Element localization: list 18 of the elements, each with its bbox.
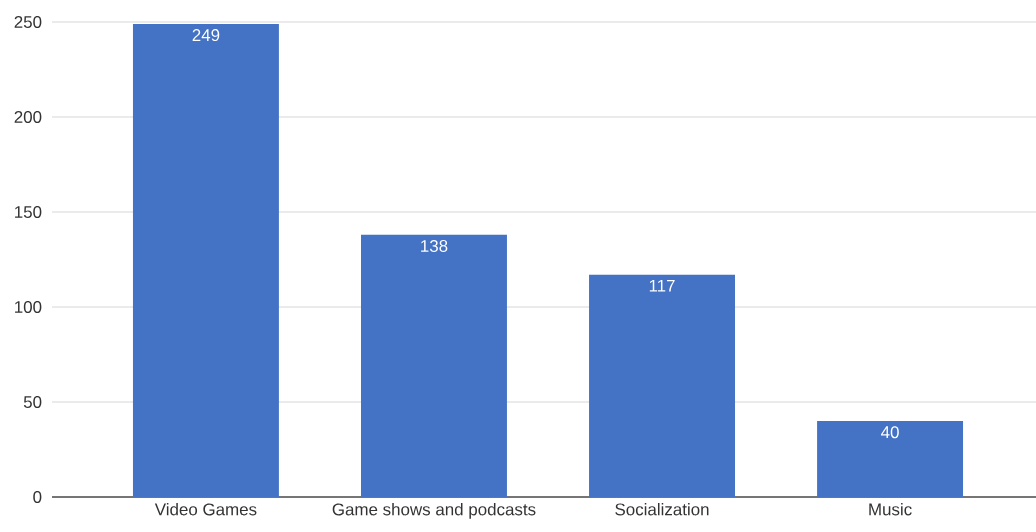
x-tick-label: Game shows and podcasts — [332, 502, 536, 519]
data-label: 117 — [649, 279, 675, 292]
data-label: 249 — [192, 29, 220, 42]
y-tick-label: 100 — [15, 301, 42, 313]
y-tick-label: 50 — [23, 396, 42, 408]
y-tick-label: 200 — [14, 111, 42, 123]
x-tick-label: Music — [869, 502, 912, 516]
x-tick-label: Video Games — [154, 502, 257, 516]
data-label: 40 — [881, 426, 899, 439]
x-tick-label: Socialization — [615, 502, 709, 516]
data-label: 138 — [421, 239, 448, 252]
bar — [361, 234, 507, 497]
bar — [132, 23, 279, 497]
bar — [589, 274, 735, 497]
y-tick-label: 150 — [15, 206, 42, 218]
bar — [817, 421, 964, 497]
y-tick-label: 0 — [33, 491, 42, 503]
y-tick-label: 250 — [14, 16, 42, 28]
